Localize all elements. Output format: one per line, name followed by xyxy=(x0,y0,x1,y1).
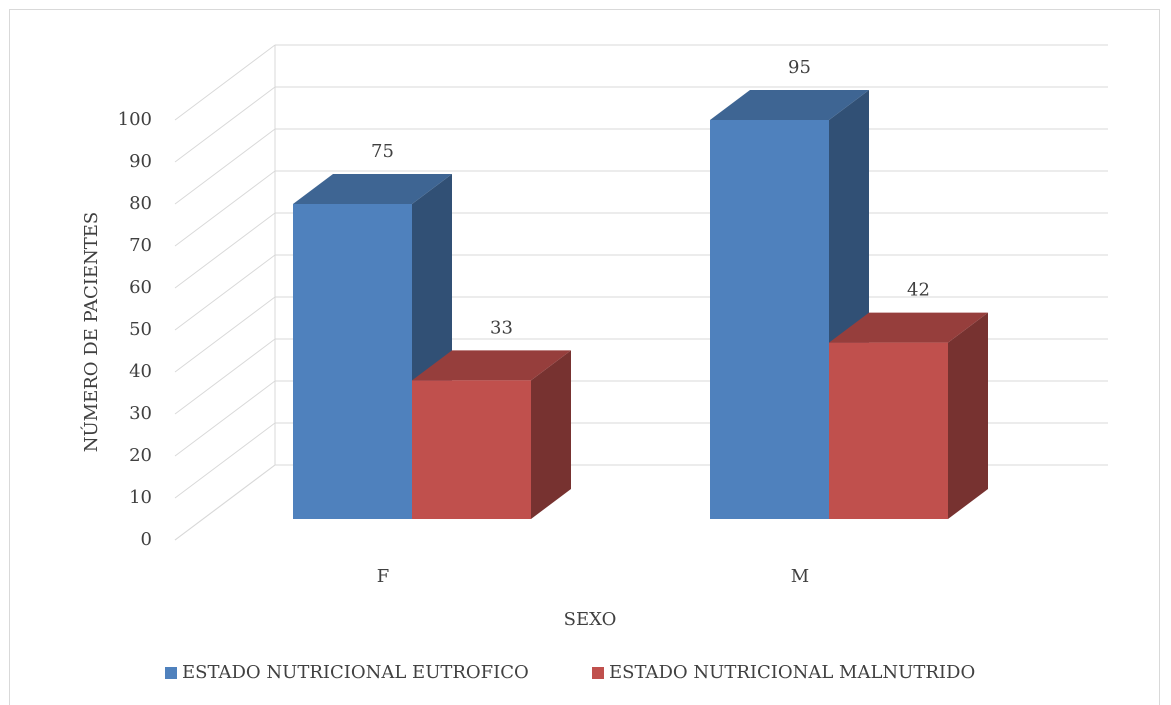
legend-label: ESTADO NUTRICIONAL MALNUTRIDO xyxy=(609,662,975,683)
bar-top xyxy=(829,312,988,343)
bar-front xyxy=(412,380,531,519)
y-tick-label: 70 xyxy=(129,235,152,256)
bar-side xyxy=(531,350,571,519)
bar-top xyxy=(710,90,869,120)
grid-line-side xyxy=(174,380,276,457)
grid-line-side xyxy=(174,44,276,121)
y-tick-label: 80 xyxy=(129,193,152,214)
legend-swatch xyxy=(592,667,604,679)
bar-top xyxy=(293,174,452,204)
y-tick-label: 100 xyxy=(118,109,152,130)
y-tick-label: 50 xyxy=(129,319,152,340)
data-label: 75 xyxy=(371,141,394,162)
legend-label: ESTADO NUTRICIONAL EUTROFICO xyxy=(182,662,529,683)
bar-front xyxy=(829,342,948,519)
bar-side xyxy=(948,312,988,519)
x-tick-label: M xyxy=(791,566,809,587)
y-axis-label: NÚMERO DE PACIENTES xyxy=(79,212,102,453)
data-label: 33 xyxy=(490,317,513,338)
grid-line-side xyxy=(174,128,276,205)
x-axis-label: SEXO xyxy=(564,609,617,630)
grid-line-side xyxy=(174,86,276,163)
grid-line-side xyxy=(174,212,276,289)
legend-swatch xyxy=(165,667,177,679)
y-tick-label: 90 xyxy=(129,151,152,172)
y-tick-label: 30 xyxy=(129,403,152,424)
grid-line-side xyxy=(174,338,276,415)
x-tick-label: F xyxy=(377,566,390,587)
data-label: 42 xyxy=(907,280,930,301)
y-tick-label: 60 xyxy=(129,277,152,298)
y-tick-label: 10 xyxy=(129,487,152,508)
grid-line-side xyxy=(174,254,276,331)
grid-line-side xyxy=(174,464,276,541)
bar-front xyxy=(293,204,412,519)
y-tick-label: 40 xyxy=(129,361,152,382)
grid-line-side xyxy=(174,296,276,373)
bar-front xyxy=(710,120,829,519)
data-label: 95 xyxy=(788,57,811,78)
bar xyxy=(829,312,988,519)
bar xyxy=(412,350,571,519)
grid-line-side xyxy=(174,170,276,247)
chart-border xyxy=(9,9,1160,705)
y-tick-label: 20 xyxy=(129,445,152,466)
grid-line-side xyxy=(174,422,276,499)
y-tick-label: 0 xyxy=(141,529,152,550)
bar-top xyxy=(412,350,571,381)
